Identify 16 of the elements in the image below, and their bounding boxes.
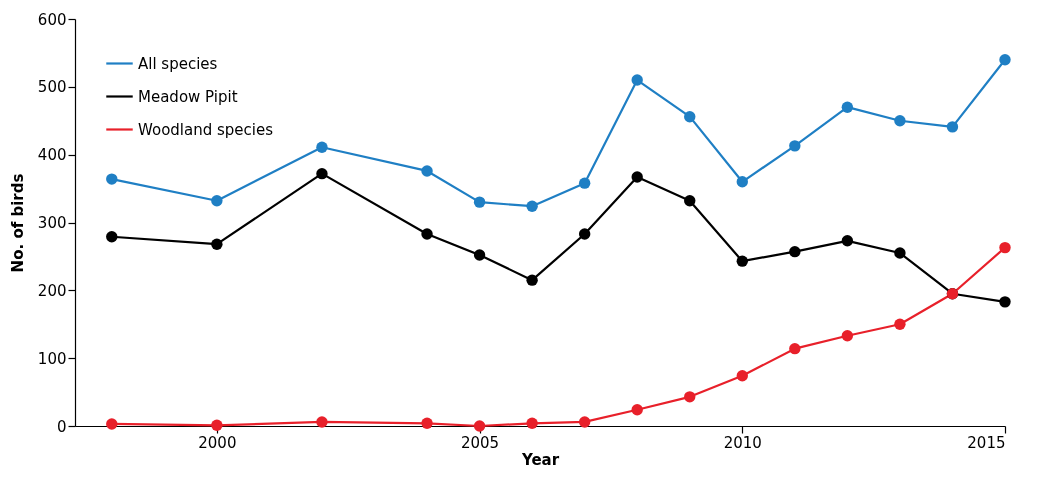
y-tick-label: 200 bbox=[37, 281, 67, 300]
y-tick-label: 400 bbox=[37, 146, 67, 165]
x-tick-label: 2000 bbox=[198, 433, 237, 452]
legend-label: Meadow Pipit bbox=[138, 87, 238, 106]
legend-label: All species bbox=[138, 54, 218, 73]
y-tick-label: 100 bbox=[37, 349, 67, 368]
y-tick-label: 300 bbox=[37, 214, 67, 232]
y-tick-label: 0 bbox=[56, 417, 67, 436]
y-tick-label: 600 bbox=[37, 10, 67, 29]
x-tick-label: 2010 bbox=[723, 433, 762, 452]
x-tick-label: 2005 bbox=[460, 433, 500, 452]
y-axis-title: No. of birds bbox=[8, 173, 27, 273]
x-axis-title: Year bbox=[520, 450, 560, 469]
x-tick-label: 2015 bbox=[967, 433, 1006, 452]
y-tick-label: 500 bbox=[37, 78, 67, 97]
legend-label: Woodland species bbox=[138, 120, 274, 139]
